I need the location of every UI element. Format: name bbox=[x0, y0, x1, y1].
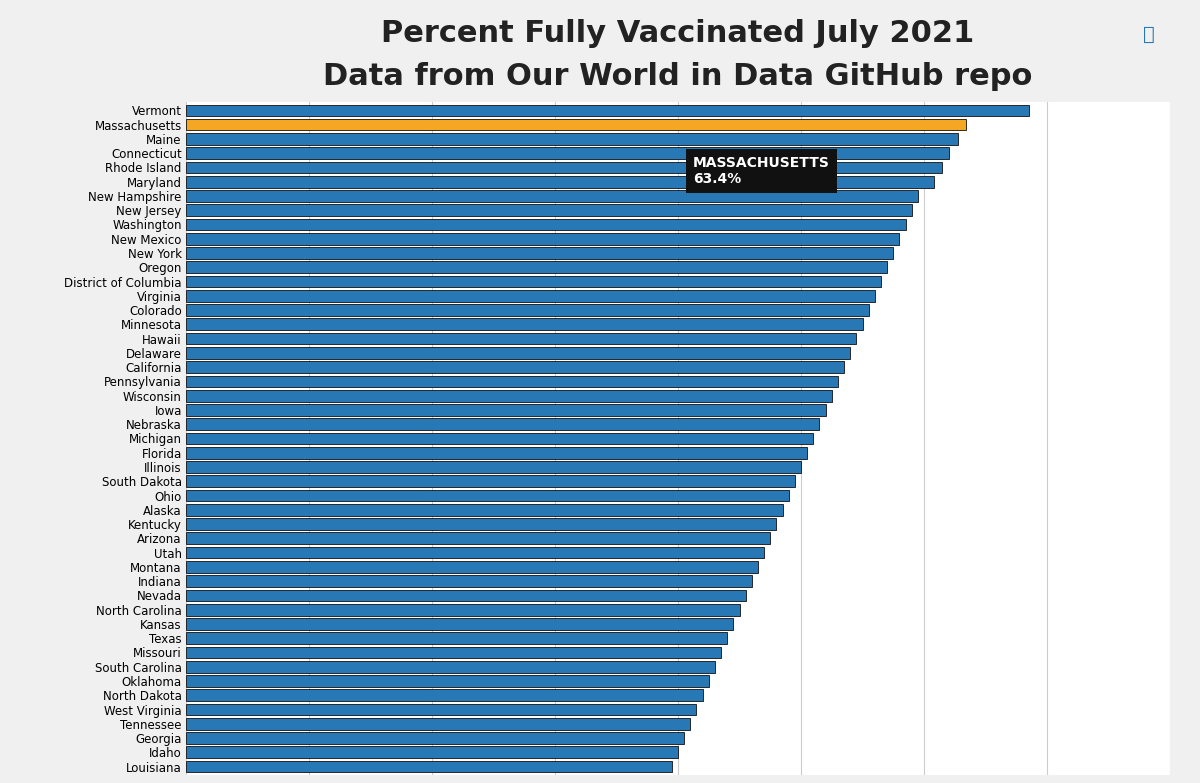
Bar bbox=[186, 176, 934, 188]
Bar bbox=[186, 319, 863, 330]
Bar bbox=[186, 590, 745, 601]
Bar bbox=[186, 204, 912, 216]
Bar bbox=[186, 305, 869, 316]
Bar bbox=[186, 633, 727, 644]
Bar bbox=[186, 418, 820, 430]
Bar bbox=[186, 390, 832, 402]
Bar bbox=[186, 276, 881, 287]
Text: MASSACHUSETTS
63.4%: MASSACHUSETTS 63.4% bbox=[692, 156, 829, 186]
Bar bbox=[186, 262, 887, 273]
Title: Percent Fully Vaccinated July 2021
Data from Our World in Data GitHub repo: Percent Fully Vaccinated July 2021 Data … bbox=[323, 20, 1033, 91]
Bar bbox=[186, 104, 1028, 116]
Bar bbox=[186, 347, 851, 359]
Bar bbox=[186, 618, 733, 630]
Bar bbox=[186, 190, 918, 202]
Bar bbox=[186, 290, 875, 301]
Bar bbox=[186, 647, 721, 659]
Bar bbox=[186, 532, 770, 544]
Bar bbox=[186, 433, 814, 444]
Bar bbox=[186, 447, 808, 459]
Bar bbox=[186, 461, 802, 473]
Bar bbox=[186, 661, 715, 673]
Bar bbox=[186, 761, 672, 773]
Bar bbox=[186, 475, 794, 487]
Bar bbox=[186, 133, 959, 145]
Bar bbox=[186, 746, 678, 758]
Bar bbox=[186, 489, 788, 501]
Bar bbox=[186, 689, 703, 701]
Bar bbox=[186, 547, 764, 558]
Bar bbox=[186, 361, 844, 373]
Bar bbox=[186, 161, 942, 173]
Bar bbox=[186, 119, 966, 131]
Bar bbox=[186, 247, 893, 259]
Bar bbox=[186, 233, 900, 244]
Bar bbox=[186, 561, 758, 572]
Bar bbox=[186, 576, 751, 587]
Bar bbox=[186, 404, 826, 416]
Bar bbox=[186, 604, 739, 615]
Bar bbox=[186, 718, 690, 730]
Bar bbox=[186, 376, 838, 388]
Bar bbox=[186, 504, 782, 516]
Bar bbox=[186, 732, 684, 744]
Bar bbox=[186, 147, 949, 159]
Bar bbox=[186, 518, 776, 530]
Bar bbox=[186, 675, 709, 687]
Text: ⤓: ⤓ bbox=[1142, 25, 1154, 44]
Bar bbox=[186, 333, 857, 345]
Bar bbox=[186, 218, 906, 230]
Bar bbox=[186, 704, 696, 716]
